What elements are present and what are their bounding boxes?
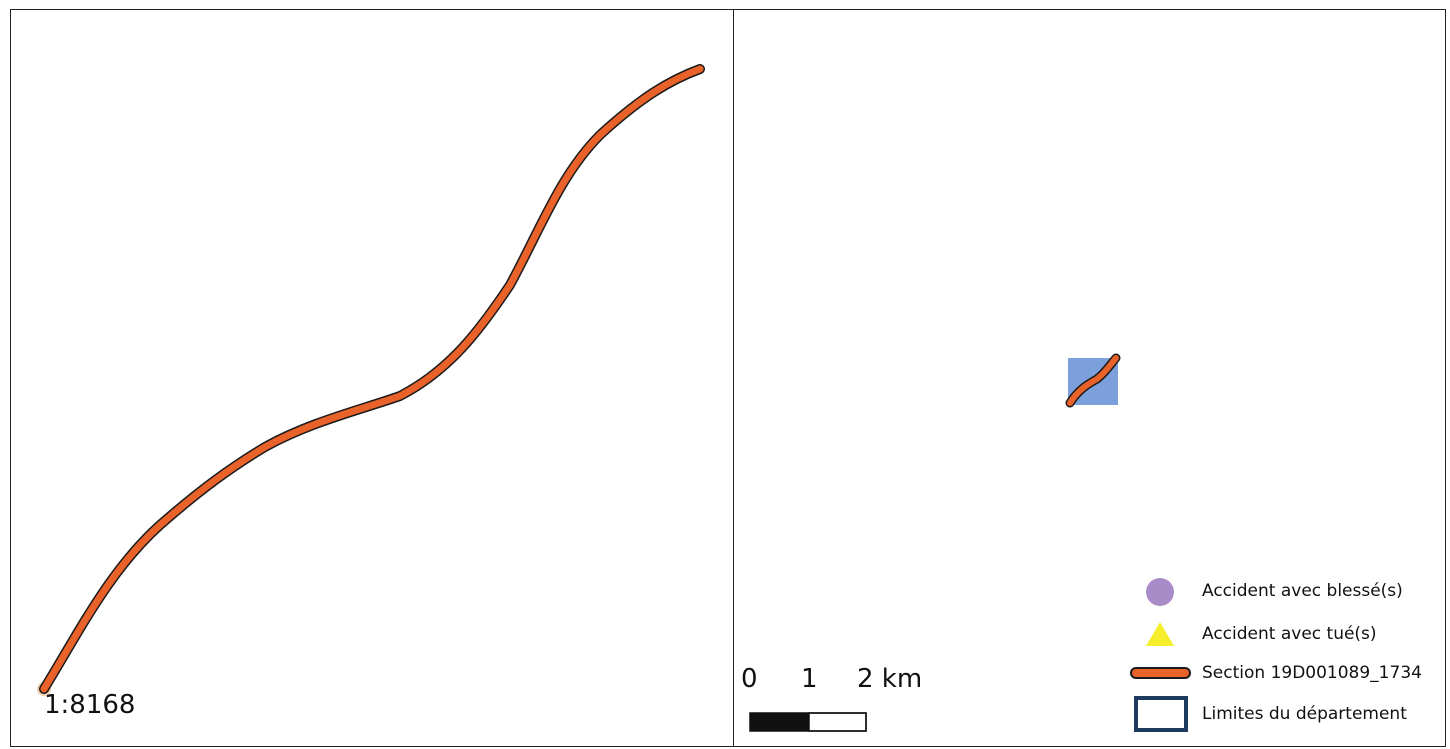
scale-bar-black-segment xyxy=(750,713,809,731)
legend-label-department: Limites du département xyxy=(1202,704,1407,724)
road-section-line xyxy=(40,65,704,693)
scale-ratio-label: 1:8168 xyxy=(44,690,136,720)
scale-bar-white-segment xyxy=(808,712,867,732)
legend-line-icon xyxy=(1132,669,1189,677)
scale-bar-border xyxy=(749,712,867,732)
scale-bar-label-2km: 2 km xyxy=(857,664,923,694)
scale-bar-label-1: 1 xyxy=(801,664,818,694)
scale-bar xyxy=(749,712,867,732)
legend-rectangle-icon xyxy=(1134,696,1188,732)
legend-circle-icon xyxy=(1146,578,1174,606)
right-map-panel xyxy=(749,353,1191,732)
panel-divider xyxy=(733,9,734,747)
scale-bar-label-0: 0 xyxy=(741,664,758,694)
legend-label-killed: Accident avec tué(s) xyxy=(1202,624,1377,644)
legend-label-injured: Accident avec blessé(s) xyxy=(1202,581,1403,601)
map-layout-frame xyxy=(10,9,1446,747)
left-map-panel xyxy=(37,64,705,696)
legend-triangle-icon xyxy=(1146,622,1174,646)
legend-label-section: Section 19D001089_1734 xyxy=(1202,663,1422,683)
legend-symbols xyxy=(1130,578,1191,732)
overview-road-line xyxy=(1067,355,1119,406)
road-section-outline xyxy=(39,64,705,694)
